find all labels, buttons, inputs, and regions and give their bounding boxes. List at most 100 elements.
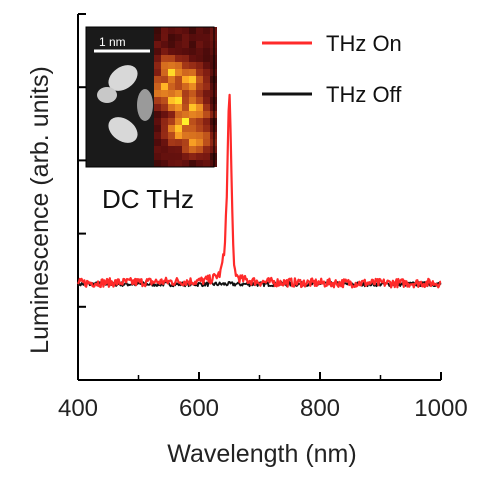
photon-map-pixel	[161, 97, 168, 104]
photon-map-pixel	[182, 160, 189, 167]
photon-map-pixel	[182, 41, 189, 48]
photon-map-pixel	[189, 118, 196, 125]
photon-map-pixel	[175, 27, 182, 34]
photon-map-pixel	[168, 48, 175, 55]
photon-map-pixel	[189, 160, 196, 167]
photon-map-pixel	[196, 139, 203, 146]
photon-map-pixel	[154, 132, 161, 139]
photon-map-pixel	[203, 132, 210, 139]
photon-map-pixel	[203, 118, 210, 125]
photon-map-pixel	[182, 55, 189, 62]
photon-map-pixel	[175, 83, 182, 90]
photon-map-pixel	[196, 62, 203, 69]
photon-map-pixel	[154, 153, 161, 160]
legend-label-thz-on: THz On	[326, 31, 402, 56]
photon-map-pixel	[196, 97, 203, 104]
photon-map-pixel	[203, 153, 210, 160]
photon-map-pixel	[182, 97, 189, 104]
photon-map-pixel	[203, 76, 210, 83]
photon-map-pixel	[168, 83, 175, 90]
photon-map-pixel	[168, 76, 175, 83]
photon-map-pixel	[175, 48, 182, 55]
photon-map-pixel	[154, 76, 161, 83]
photon-map-pixel	[203, 160, 210, 167]
legend-label-thz-off: THz Off	[326, 82, 402, 107]
photon-map-pixel	[182, 146, 189, 153]
photon-map-pixel	[168, 62, 175, 69]
photon-map-pixel	[175, 118, 182, 125]
photon-map-pixel	[168, 27, 175, 34]
photon-map-pixel	[168, 139, 175, 146]
photon-map-pixel	[203, 125, 210, 132]
photon-map-pixel	[182, 153, 189, 160]
photon-map-pixel	[154, 125, 161, 132]
photon-map-pixel	[203, 139, 210, 146]
photon-map-pixel	[203, 104, 210, 111]
series-line-thz-on	[76, 93, 442, 289]
photon-map-pixel	[203, 97, 210, 104]
photon-map-pixel	[154, 90, 161, 97]
photon-map-pixel	[189, 62, 196, 69]
photon-map-pixel	[203, 41, 210, 48]
photon-map-pixel	[196, 55, 203, 62]
x-tick-label: 600	[179, 395, 219, 422]
photon-map-pixel	[154, 97, 161, 104]
photon-map-pixel	[182, 76, 189, 83]
photon-map-pixel	[182, 125, 189, 132]
photon-map-pixel	[196, 153, 203, 160]
scale-bar-label: 1 nm	[99, 35, 126, 49]
photon-map-pixel	[168, 125, 175, 132]
photon-map	[154, 27, 217, 167]
inset-image: 1 nm	[85, 26, 217, 168]
photon-map-pixel	[168, 104, 175, 111]
photon-map-pixel	[175, 69, 182, 76]
photon-map-pixel	[154, 118, 161, 125]
x-tick-label: 800	[300, 395, 340, 422]
photon-map-pixel	[161, 69, 168, 76]
photon-map-pixel	[154, 160, 161, 167]
photon-map-pixel	[154, 139, 161, 146]
x-axis-ticks: 400 600 800 1000	[58, 372, 468, 422]
photon-map-pixel	[168, 118, 175, 125]
photon-map-pixel	[161, 83, 168, 90]
photon-map-pixel	[161, 118, 168, 125]
photon-map-pixel	[182, 132, 189, 139]
photon-map-pixel	[189, 125, 196, 132]
photon-map-pixel	[189, 69, 196, 76]
photon-map-pixel	[161, 132, 168, 139]
photon-map-pixel	[189, 76, 196, 83]
photon-map-pixel	[203, 27, 210, 34]
photon-map-pixel	[161, 125, 168, 132]
photon-map-pixel	[168, 146, 175, 153]
photon-map-pixel	[182, 118, 189, 125]
photon-map-pixel	[175, 111, 182, 118]
photon-map-pixel	[175, 104, 182, 111]
photon-map-pixel	[189, 104, 196, 111]
inset-stm-lobe	[108, 65, 138, 91]
photon-map-pixel	[196, 69, 203, 76]
photon-map-pixel	[196, 118, 203, 125]
photon-map-pixel	[189, 97, 196, 104]
photon-map-pixel	[182, 111, 189, 118]
photon-map-pixel	[189, 27, 196, 34]
x-tick-label: 1000	[414, 395, 467, 422]
photon-map-pixel	[203, 48, 210, 55]
y-axis-label: Luminescence (arb. units)	[26, 66, 54, 354]
photon-map-pixel	[203, 69, 210, 76]
photon-map-pixel	[182, 104, 189, 111]
photon-map-pixel	[196, 27, 203, 34]
photon-map-pixel	[189, 83, 196, 90]
legend: THz On THz Off	[262, 31, 402, 107]
photon-map-pixel	[182, 48, 189, 55]
photon-map-pixel	[189, 90, 196, 97]
photon-map-pixel	[196, 111, 203, 118]
photon-map-pixel	[196, 146, 203, 153]
photon-map-pixel	[196, 160, 203, 167]
photon-map-pixel	[189, 34, 196, 41]
photon-map-pixel	[182, 34, 189, 41]
photon-map-pixel	[189, 48, 196, 55]
photon-map-pixel	[196, 34, 203, 41]
photon-map-pixel	[189, 132, 196, 139]
photon-map-pixel	[189, 111, 196, 118]
photon-map-pixel	[175, 90, 182, 97]
